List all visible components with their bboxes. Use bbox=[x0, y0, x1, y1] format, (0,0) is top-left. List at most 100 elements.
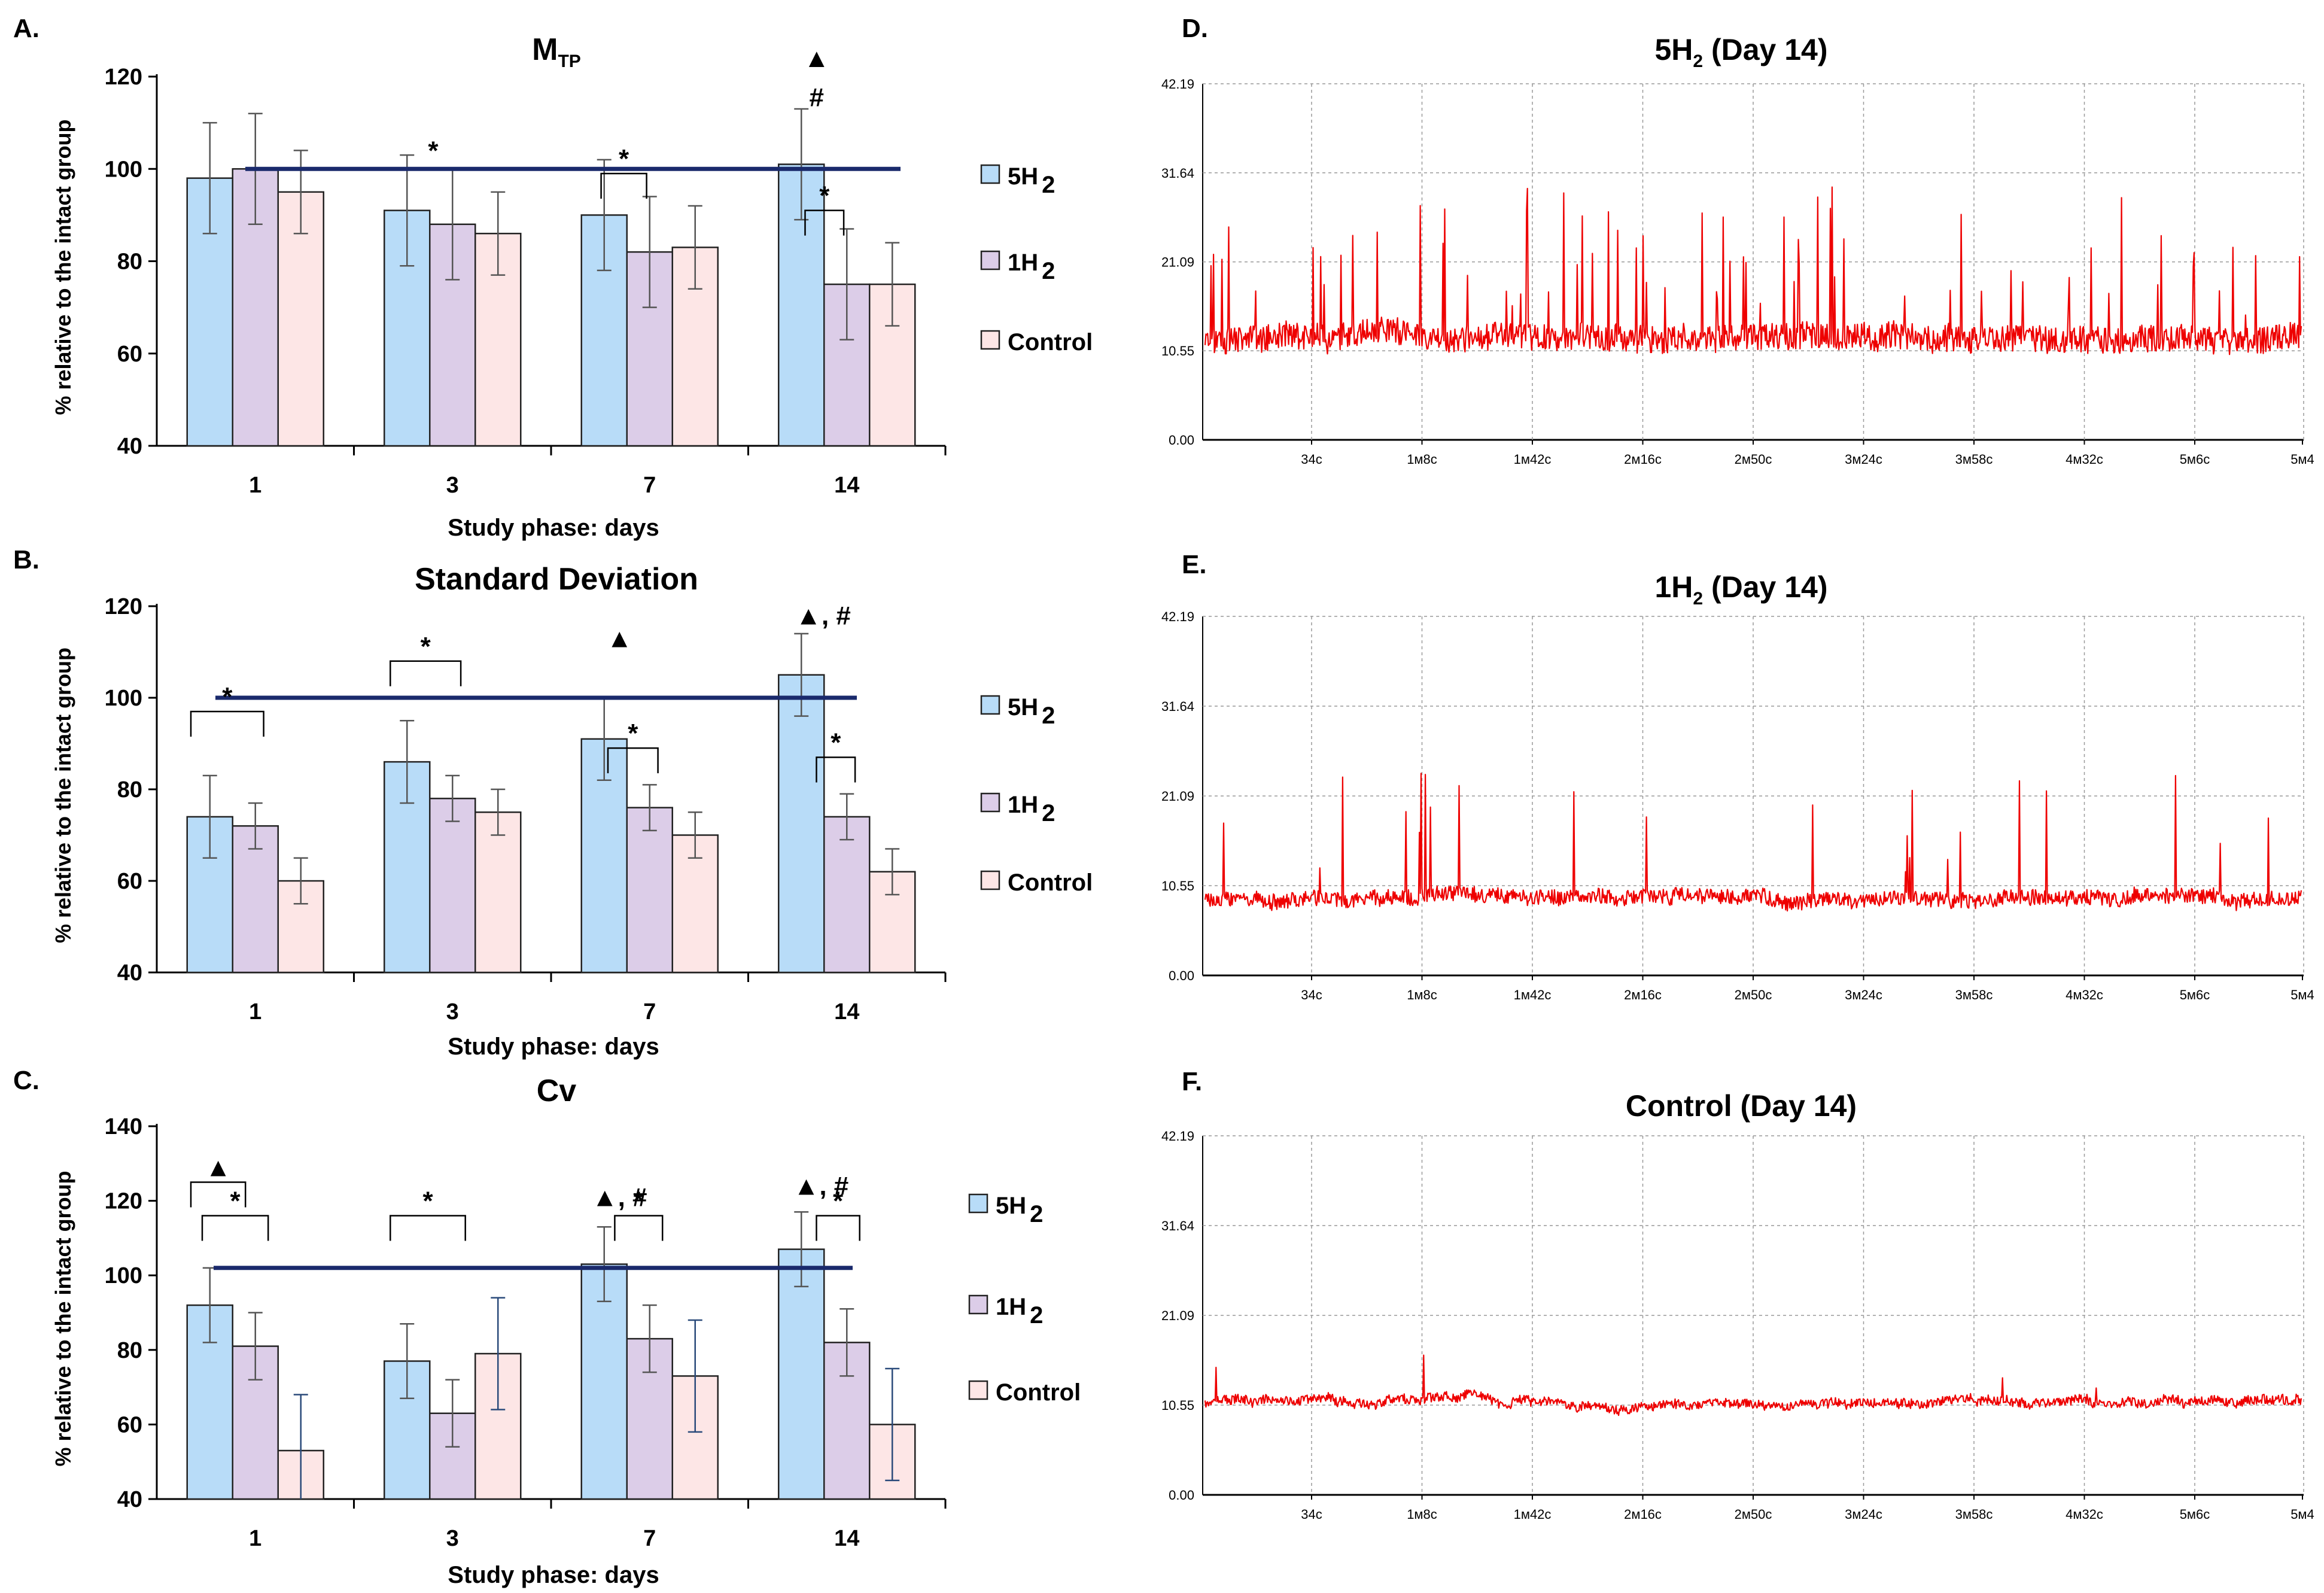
bar-A-1H2-1 bbox=[232, 168, 279, 447]
y-tick-label: 140 bbox=[105, 1114, 142, 1139]
trace-y-tick-label: 31.64 bbox=[1161, 166, 1194, 181]
x-tick-label: 1 bbox=[249, 473, 261, 498]
trace-x-tick-label: 34c bbox=[1301, 987, 1322, 1002]
y-axis-label-A: % relative to the intact group bbox=[51, 119, 75, 415]
significance-bracket bbox=[600, 172, 647, 199]
significance-bracket bbox=[190, 710, 264, 737]
chart-title-F: Control (Day 14) bbox=[1626, 1089, 1857, 1123]
trace-x-tick-label: 1м42c bbox=[1514, 987, 1552, 1002]
x-axis-label-B: Study phase: days bbox=[448, 1033, 659, 1060]
trace-x-tick-label: 5м4 bbox=[2290, 987, 2314, 1002]
significance-marker: * bbox=[421, 632, 431, 661]
signal-trace-E bbox=[1204, 773, 2302, 912]
trace-x-tick-label: 3м58c bbox=[1955, 452, 1993, 467]
y-tick-label: 100 bbox=[105, 1263, 142, 1288]
significance-bracket bbox=[804, 209, 845, 236]
chart-title-D: 5H2 (Day 14) bbox=[1654, 33, 1827, 71]
trace-x-tick-label: 3м58c bbox=[1955, 987, 1993, 1002]
significance-marker: * bbox=[230, 1187, 241, 1216]
y-tick-label: 120 bbox=[105, 1189, 142, 1214]
trace-y-tick-label: 0.00 bbox=[1169, 433, 1194, 448]
trace-x-tick-label: 1м42c bbox=[1514, 1507, 1552, 1522]
legend-swatch-5H2 bbox=[968, 1193, 988, 1214]
x-tick-label: 14 bbox=[834, 1526, 859, 1551]
trace-x-tick-label: 4м32c bbox=[2066, 452, 2103, 467]
legend-label-sub: 2 bbox=[1030, 1302, 1043, 1328]
panel-A: A. MTP 40 60 80 100 120 1 3 7 14 Study phase: days%… bbox=[13, 14, 1093, 541]
chart-title-B-main: Standard Deviation bbox=[415, 562, 698, 597]
legend-label-main: 1H bbox=[996, 1294, 1026, 1320]
legend-label-sub: 2 bbox=[1042, 703, 1055, 729]
legend-label-1H2: 1H 2 bbox=[1008, 250, 1055, 284]
significance-bracket bbox=[816, 756, 856, 783]
trace-x-tick-label: 1м8c bbox=[1407, 452, 1437, 467]
legend-label-sub: 2 bbox=[1042, 258, 1055, 284]
panel-E: E. 1H2 (Day 14) 42.19 31.64 21.09 10.55 0.00 34… bbox=[1161, 550, 2314, 1002]
y-tick-label: 100 bbox=[105, 157, 142, 182]
trace-y-tick-label: 21.09 bbox=[1161, 255, 1194, 270]
x-tick-label: 14 bbox=[834, 999, 859, 1024]
y-tick-label: 60 bbox=[117, 342, 142, 367]
significance-bracket bbox=[390, 660, 462, 686]
trace-y-tick-label: 10.55 bbox=[1161, 343, 1194, 358]
legend-label-1H2: 1H 2 bbox=[996, 1294, 1043, 1328]
legend-label-main: 5H bbox=[1008, 694, 1038, 721]
significance-marker: # bbox=[810, 83, 824, 113]
bar-A-Control-1 bbox=[277, 191, 324, 447]
legend-label-sub: 2 bbox=[1042, 800, 1055, 826]
legend-label-main: Control bbox=[996, 1379, 1081, 1406]
trace-x-tick-label: 5м6c bbox=[2180, 452, 2210, 467]
trace-x-tick-label: 2м16c bbox=[1624, 452, 1662, 467]
trace-y-tick-label: 31.64 bbox=[1161, 1218, 1194, 1233]
chart-title-D-suffix: (Day 14) bbox=[1703, 33, 1827, 66]
legend-label-main: 5H bbox=[1008, 163, 1038, 190]
trace-x-tick-label: 5м4 bbox=[2290, 452, 2314, 467]
bar-B-1H2-3 bbox=[429, 798, 476, 974]
trace-x-tick-label: 2м16c bbox=[1624, 1507, 1662, 1522]
legend-label-5H2: 5H 2 bbox=[1008, 694, 1055, 729]
trace-x-tick-label: 2м50c bbox=[1735, 452, 1772, 467]
trace-y-tick-label: 10.55 bbox=[1161, 1398, 1194, 1413]
significance-marker: * bbox=[428, 136, 439, 165]
significance-bracket bbox=[607, 747, 659, 774]
significance-bracket bbox=[816, 1215, 860, 1241]
y-tick-label: 60 bbox=[117, 1412, 142, 1437]
trace-x-tick-label: 34c bbox=[1301, 452, 1322, 467]
trace-x-tick-label: 3м24c bbox=[1845, 452, 1882, 467]
chart-title-A-sub: TP bbox=[558, 51, 580, 71]
significance-bracket bbox=[614, 1215, 664, 1241]
legend-label-Control: Control bbox=[1008, 870, 1093, 896]
bar-B-5H2-14 bbox=[778, 674, 825, 974]
chart-title-E: 1H2 (Day 14) bbox=[1654, 570, 1827, 609]
chart-title-D-main: 5H bbox=[1654, 33, 1693, 66]
x-tick-label: 7 bbox=[643, 1526, 656, 1551]
panel-label-B: B. bbox=[13, 545, 39, 574]
trace-y-tick-label: 31.64 bbox=[1161, 699, 1194, 714]
legend-label-main: 1H bbox=[1008, 250, 1038, 276]
y-tick-label: 80 bbox=[117, 250, 142, 275]
x-tick-label: 1 bbox=[249, 999, 261, 1024]
trace-x-tick-label: 1м8c bbox=[1407, 987, 1437, 1002]
legend-swatch-5H2 bbox=[980, 695, 1000, 715]
legend-swatch-1H2 bbox=[968, 1294, 988, 1315]
x-tick-label: 1 bbox=[249, 1526, 261, 1551]
legend-label-sub: 2 bbox=[1030, 1201, 1043, 1227]
significance-marker: * bbox=[819, 181, 830, 211]
trace-x-tick-label: 34c bbox=[1301, 1507, 1322, 1522]
significance-bracket bbox=[201, 1215, 269, 1241]
trace-x-tick-label: 2м16c bbox=[1624, 987, 1662, 1002]
trace-y-tick-label: 10.55 bbox=[1161, 878, 1194, 893]
trace-y-tick-label: 42.19 bbox=[1161, 609, 1194, 624]
trace-y-tick-label: 42.19 bbox=[1161, 77, 1194, 92]
trace-x-tick-label: 3м58c bbox=[1955, 1507, 1993, 1522]
trace-x-tick-label: 3м24c bbox=[1845, 1507, 1882, 1522]
significance-marker: * bbox=[634, 1187, 644, 1216]
significance-marker: * bbox=[422, 1187, 433, 1216]
trace-x-tick-label: 1м8c bbox=[1407, 1507, 1437, 1522]
significance-marker: ▲, # bbox=[795, 601, 850, 630]
panel-label-E: E. bbox=[1182, 550, 1207, 579]
legend-label-main: 5H bbox=[996, 1193, 1026, 1219]
trace-x-tick-label: 3м24c bbox=[1845, 987, 1882, 1002]
trace-y-tick-label: 0.00 bbox=[1169, 1488, 1194, 1503]
